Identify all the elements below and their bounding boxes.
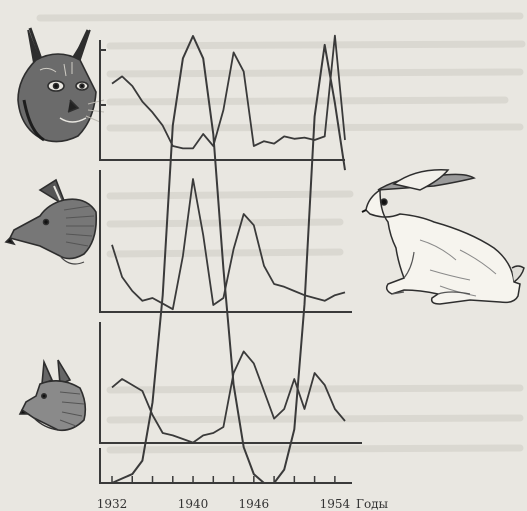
x-axis-ticks [111,476,336,483]
series-lines [111,34,346,484]
x-axis-label: Годы [356,497,389,511]
x-tick-label: 1954 [320,497,351,511]
lynx-panel-axes [99,40,345,161]
wolf-panel-axes [99,322,362,444]
fox-panel-axes [99,170,352,313]
x-tick-label: 1946 [239,497,270,511]
lynx-head-icon [17,27,105,143]
lynx-population-line [111,34,346,150]
fox-population-line [111,178,346,311]
fox-head-icon [4,178,98,265]
x-tick-label: 1932 [97,497,128,511]
hare-icon [361,169,525,305]
hare-population-line [111,35,346,484]
wolf-head-icon [18,358,87,432]
x-axis-tick-labels: 1932 1940 1946 1954 [97,497,351,511]
lynx-y-ticks [100,49,106,106]
x-tick-label: 1940 [178,497,209,511]
